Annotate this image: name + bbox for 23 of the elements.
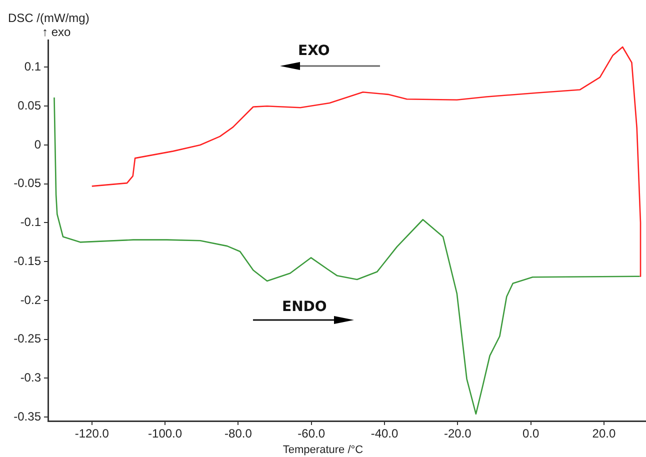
y-tick-label: -0.3 — [20, 370, 42, 385]
x-axis-title: Temperature /°C — [282, 444, 364, 456]
x-tick-label: 20.0 — [592, 426, 616, 441]
annotation: EXO — [298, 43, 330, 59]
x-tick-label: 0.0 — [522, 426, 540, 441]
x-tick-label: -20.0 — [444, 426, 472, 441]
y-tick-label: -0.35 — [14, 409, 42, 424]
y-tick-label: -0.25 — [14, 332, 42, 346]
annotation: ENDO — [282, 299, 327, 315]
y-tick-label: -0.2 — [20, 292, 42, 307]
x-tick-label: -80.0 — [224, 426, 252, 441]
text: ↑ exo — [42, 25, 71, 39]
y-tick-label: -0.05 — [14, 176, 42, 190]
x-tick-label: -40.0 — [370, 426, 398, 441]
x-tick-label: -120.0 — [74, 426, 110, 441]
y-tick-label: 0.1 — [24, 60, 42, 74]
y-tick-label: 0.05 — [18, 98, 42, 112]
y-tick-label: 0 — [34, 137, 42, 152]
y-tick-label: -0.1 — [20, 215, 42, 230]
x-tick-label: -60.0 — [298, 426, 326, 441]
y-tick-label: -0.15 — [14, 254, 42, 268]
y-axis-title: DSC /(mW/mg) — [8, 11, 90, 25]
x-tick-label: -100.0 — [148, 426, 182, 441]
